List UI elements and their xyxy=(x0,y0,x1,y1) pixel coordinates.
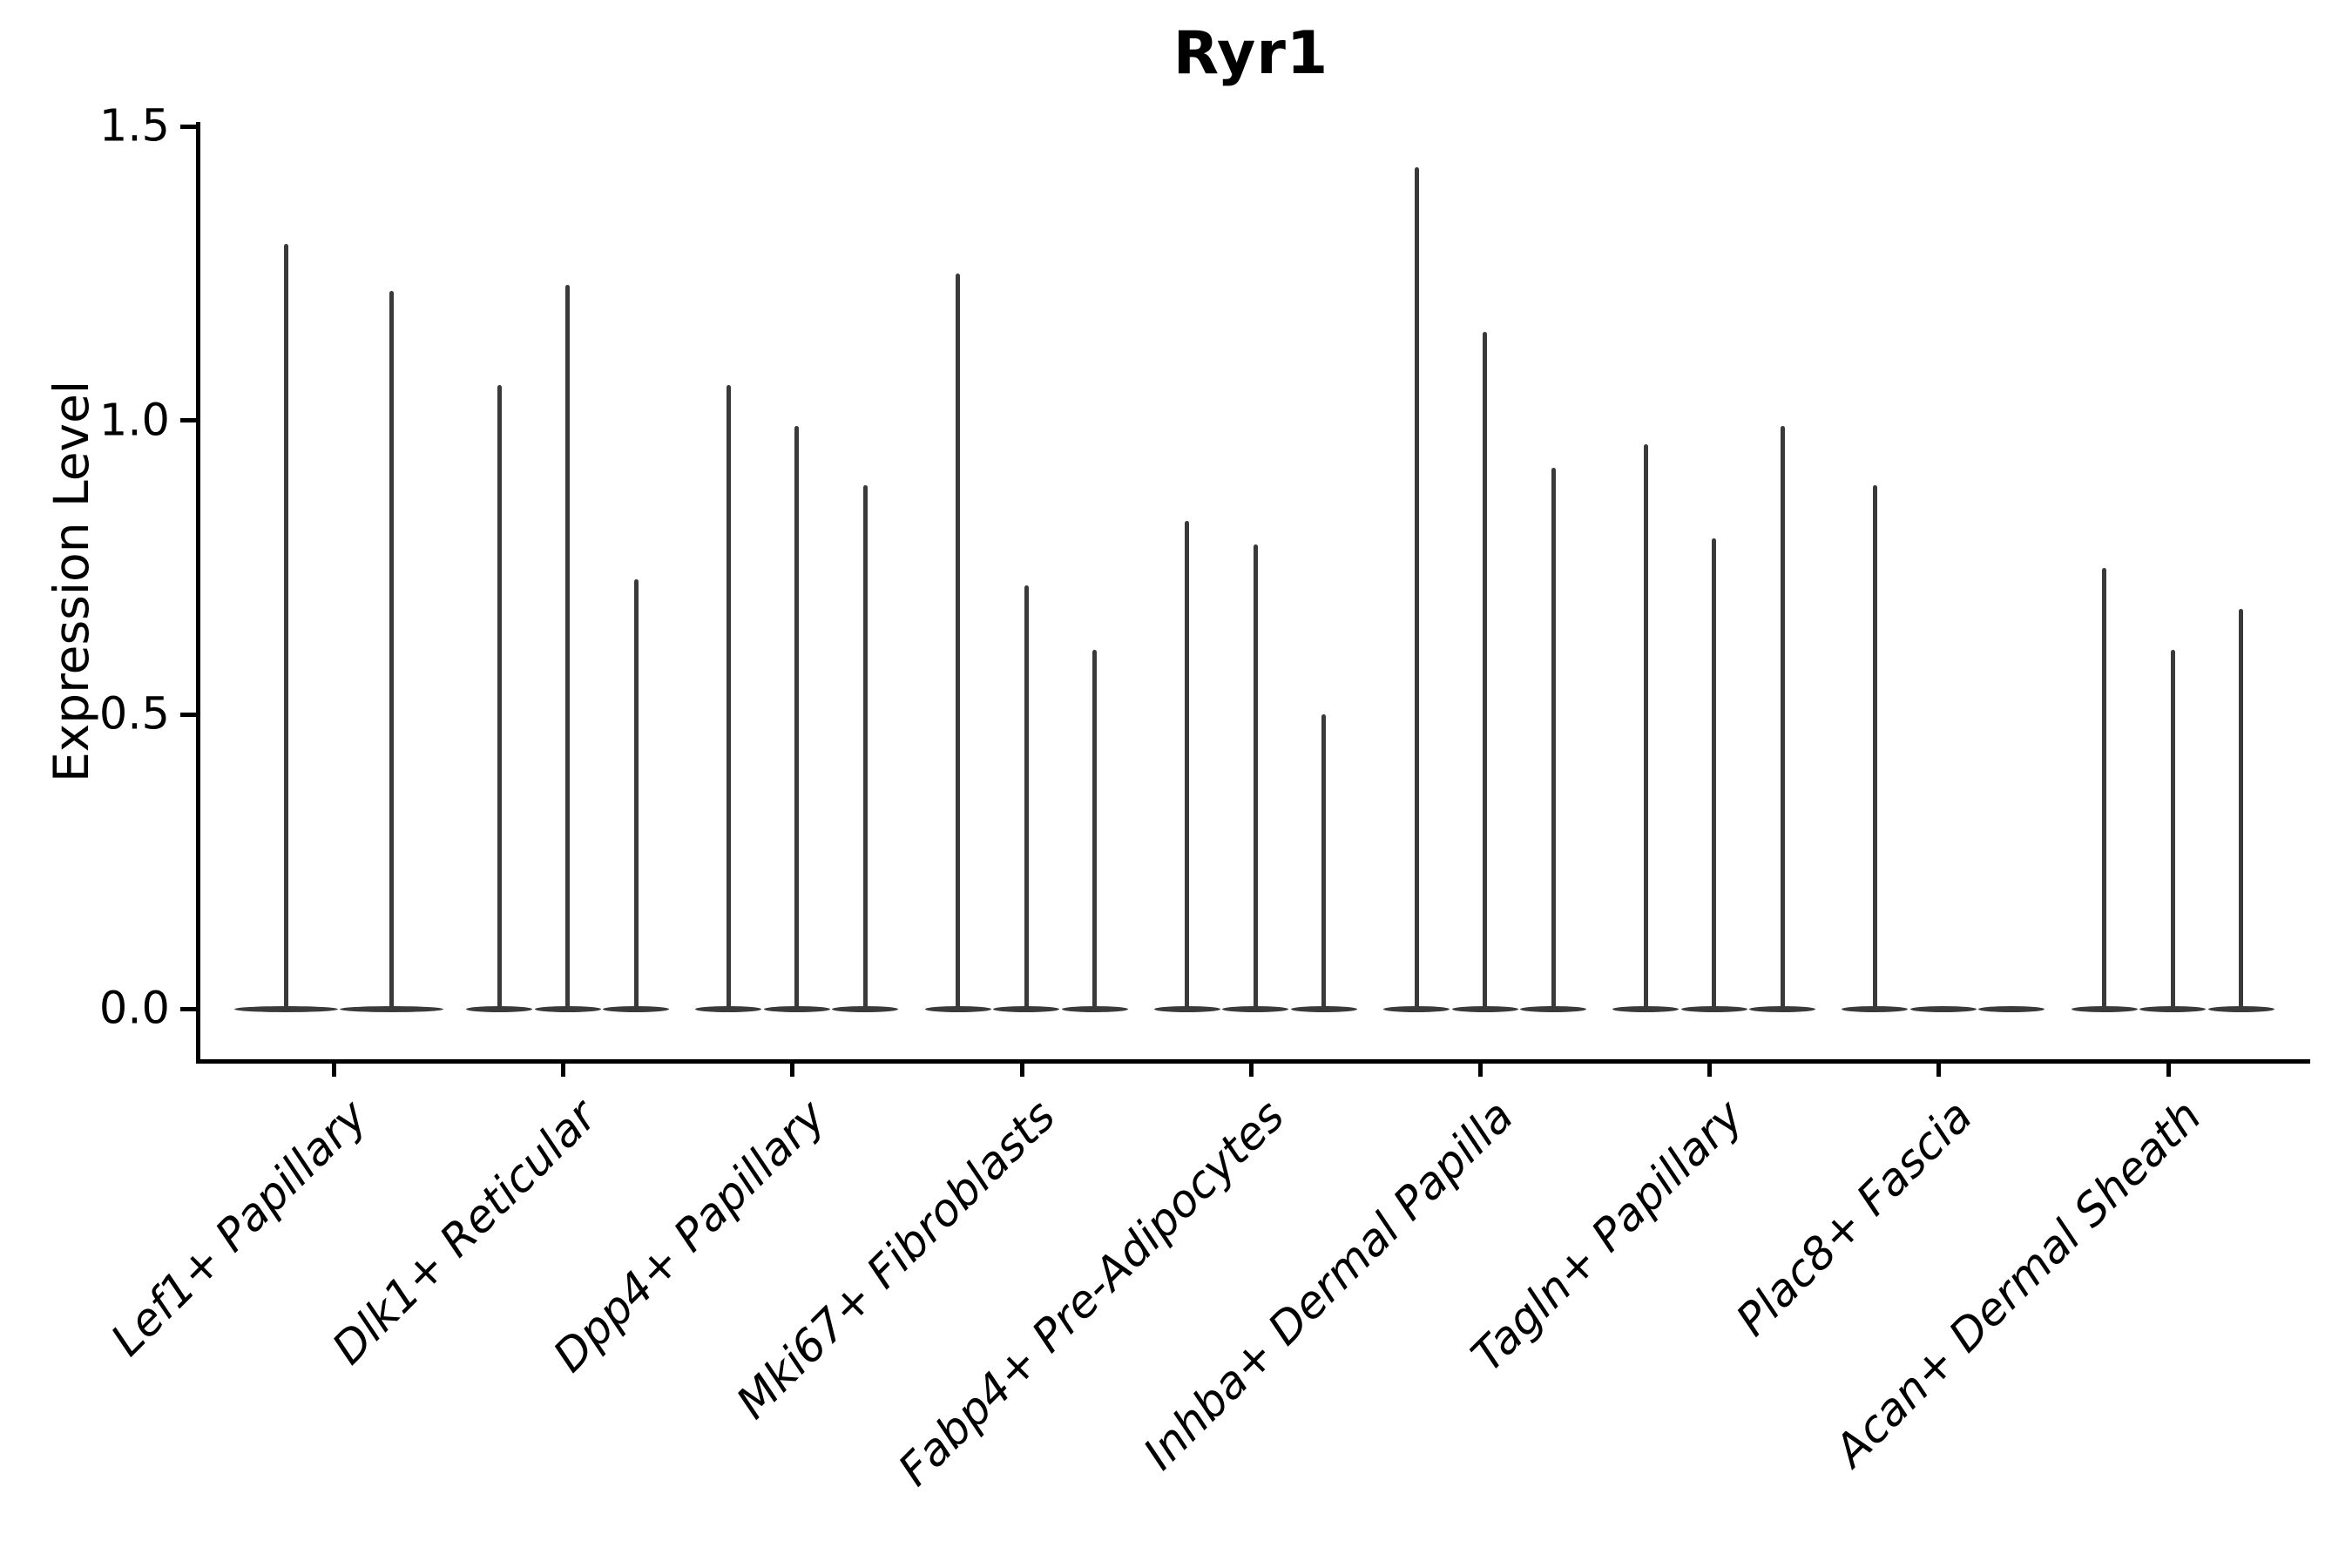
y-tick-label: 0.5 xyxy=(98,688,170,740)
violin-base xyxy=(1061,1005,1128,1012)
violin-spike xyxy=(633,579,639,1009)
violin-spike xyxy=(389,291,394,1009)
violin-spike xyxy=(2170,650,2175,1009)
violin-spike xyxy=(1872,484,1877,1009)
y-tick xyxy=(180,1006,196,1011)
violin-base xyxy=(1383,1005,1450,1012)
violin-spike xyxy=(2239,608,2244,1009)
violin-base xyxy=(695,1005,762,1012)
violin-spike xyxy=(1024,585,1029,1009)
violin-base xyxy=(466,1005,533,1012)
x-tick xyxy=(1248,1059,1254,1077)
violin-spike xyxy=(1551,467,1556,1009)
violin-base xyxy=(2139,1005,2207,1012)
x-tick-label: Plac8+ Fascia xyxy=(1727,1091,1983,1347)
violin-base xyxy=(1222,1005,1289,1012)
x-tick-label: Inhba+ Dermal Papilla xyxy=(1134,1091,1524,1481)
violin-base xyxy=(1978,1005,2045,1012)
violin-spike xyxy=(497,385,502,1009)
violin-base xyxy=(1909,1005,1977,1012)
violin-spike xyxy=(1253,544,1258,1009)
x-tick xyxy=(332,1059,336,1077)
violin-spike xyxy=(2102,567,2107,1009)
violin-base xyxy=(1290,1005,1357,1012)
violin-spike xyxy=(1780,426,1785,1009)
y-tick xyxy=(180,712,196,717)
violin-base xyxy=(2071,1005,2138,1012)
violin-base xyxy=(1451,1005,1518,1012)
x-tick xyxy=(790,1059,795,1077)
x-tick xyxy=(2166,1059,2171,1077)
violin-base xyxy=(1612,1005,1680,1012)
x-tick xyxy=(1019,1059,1024,1077)
violin-base xyxy=(534,1005,601,1012)
violin-spike xyxy=(794,426,800,1009)
x-tick-label: Acan+ Dermal Sheath xyxy=(1825,1091,2212,1477)
violin-spike xyxy=(1483,332,1487,1009)
y-tick xyxy=(180,418,196,423)
violin-base xyxy=(924,1005,991,1012)
violin-base xyxy=(832,1005,899,1012)
violin-base xyxy=(1520,1005,1586,1012)
x-tick xyxy=(1478,1059,1483,1077)
violin-base xyxy=(1842,1005,1909,1012)
violin-spike xyxy=(1092,650,1098,1009)
violin-spike xyxy=(1185,520,1190,1009)
x-tick xyxy=(1936,1059,1942,1077)
y-tick-label: 1.0 xyxy=(98,395,170,447)
y-axis-label: Expression Level xyxy=(44,380,99,782)
violin-base xyxy=(233,1005,338,1012)
violin-spike xyxy=(862,484,868,1009)
violin-spike xyxy=(283,244,288,1009)
violin-spike xyxy=(1643,443,1648,1009)
violin-spike xyxy=(1414,167,1419,1009)
y-tick-label: 0.0 xyxy=(98,983,170,1035)
violin-base xyxy=(1749,1005,1816,1012)
violin-base xyxy=(603,1005,670,1012)
x-tick-label: Fabp4+ Pre-Adipocytes xyxy=(889,1091,1295,1497)
violin-base xyxy=(339,1005,443,1012)
violin-spike xyxy=(1712,537,1717,1009)
violin-base xyxy=(763,1005,830,1012)
violin-base xyxy=(993,1005,1060,1012)
violin-spike xyxy=(956,273,961,1009)
violin-base xyxy=(1153,1005,1220,1012)
y-tick-label: 1.5 xyxy=(98,100,170,152)
chart-title: Ryr1 xyxy=(1173,19,1329,88)
x-tick xyxy=(561,1059,566,1077)
violin-spike xyxy=(565,285,571,1009)
plot-area xyxy=(180,122,2310,1064)
violin-base xyxy=(2207,1005,2274,1012)
violin-spike xyxy=(726,385,731,1009)
x-tick xyxy=(1707,1059,1713,1077)
y-tick xyxy=(180,124,196,129)
violin-spike xyxy=(1321,714,1327,1009)
violin-base xyxy=(1680,1005,1747,1012)
